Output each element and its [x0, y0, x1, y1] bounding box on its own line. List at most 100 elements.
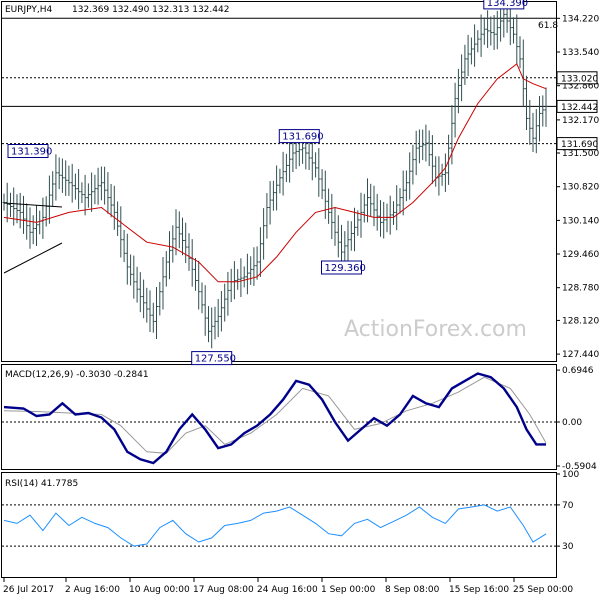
- ohlc-bar: [291, 138, 295, 172]
- ohlc-bar: [541, 95, 545, 127]
- y-tick-label: 132.170: [562, 116, 599, 126]
- ohlc-bar: [5, 182, 9, 223]
- ohlc-bar: [158, 281, 162, 316]
- ohlc-bar: [116, 201, 120, 236]
- ohlc-bar: [512, 17, 515, 44]
- ohlc-bar: [320, 169, 324, 200]
- ohlc-bar: [67, 165, 71, 196]
- ohlc-bar: [80, 182, 84, 203]
- price-annotation: 127.550: [191, 351, 236, 366]
- ohlc-bar: [86, 183, 90, 208]
- x-tick-label: 2 Aug 16:00: [65, 585, 120, 595]
- ohlc-bar: [473, 24, 477, 67]
- x-tick-label: 24 Aug 16:00: [257, 585, 318, 595]
- ohlc-bar: [99, 166, 103, 201]
- ohlc-bar: [138, 272, 142, 313]
- ohlc-bar: [245, 253, 249, 295]
- ohlc-bar: [232, 261, 236, 300]
- ohlc-bar: [411, 144, 415, 185]
- fib-level-label: 61.8: [538, 21, 558, 31]
- x-tick-label: 26 Jul 2017: [3, 585, 54, 595]
- ohlc-bar: [525, 75, 528, 130]
- trend-line-bottom: [3, 242, 63, 274]
- annotation-label: 134.390: [487, 0, 528, 9]
- trend-line-top: [3, 202, 63, 208]
- ohlc-bar: [210, 307, 214, 349]
- ohlc-bar: [479, 14, 483, 57]
- ohlc-bar: [268, 181, 272, 225]
- price-annotation: 134.390: [483, 0, 528, 10]
- ohlc-bar: [242, 266, 246, 288]
- ohlc-bar: [174, 209, 178, 256]
- ohlc-bar: [47, 175, 51, 224]
- ohlc-bar: [284, 153, 288, 182]
- ohlc-bar: [184, 222, 188, 264]
- ohlc-bar: [398, 188, 402, 214]
- price-level-label: 132.442: [561, 103, 598, 113]
- ohlc-bar: [2, 193, 6, 211]
- ohlc-bar: [132, 255, 136, 299]
- ohlc-bar: [90, 172, 94, 212]
- ohlc-bar: [112, 185, 116, 230]
- ohlc-bar: [31, 215, 35, 245]
- ohlc-bar: [440, 163, 444, 186]
- ohlc-bar: [434, 156, 438, 187]
- ohlc-bar: [44, 196, 48, 227]
- ohlc-bar: [288, 140, 292, 183]
- ohlc-bar: [216, 299, 220, 338]
- chart-header-symbol: EURJPY,H4: [5, 5, 53, 15]
- rsi-title: RSI(14) 41.7785: [5, 479, 78, 489]
- ohlc-bar: [466, 34, 470, 77]
- ohlc-bar: [336, 215, 340, 258]
- ohlc-bar: [372, 185, 376, 227]
- macd-line: [3, 372, 546, 465]
- x-tick-label: 17 Aug 08:00: [193, 585, 254, 595]
- macd-panel: [1, 364, 557, 470]
- x-tick-label: 15 Sep 16:00: [449, 585, 509, 595]
- ohlc-bar: [35, 205, 38, 246]
- ohlc-bar: [401, 170, 405, 216]
- ohlc-bar: [239, 258, 243, 298]
- ohlc-bar: [476, 30, 480, 53]
- macd-tick-label: 0.6946: [562, 366, 594, 376]
- ohlc-bar: [469, 37, 473, 65]
- ohlc-bar: [395, 185, 399, 231]
- ohlc-bar: [41, 197, 45, 239]
- ohlc-bar: [330, 193, 334, 240]
- y-tick-label: 129.460: [562, 250, 599, 260]
- ohlc-bar: [265, 193, 269, 239]
- ohlc-bar: [125, 233, 129, 285]
- ohlc-bar: [382, 201, 386, 239]
- ohlc-bar: [9, 192, 12, 217]
- ohlc-bar: [83, 174, 87, 216]
- ohlc-bar: [430, 135, 434, 184]
- ohlc-bar: [375, 193, 379, 231]
- rsi-tick-label: 30: [562, 542, 574, 552]
- ohlc-bar: [109, 184, 113, 218]
- ohlc-bar: [106, 172, 110, 214]
- annotation-label: 131.690: [282, 132, 323, 143]
- y-tick-label: 128.120: [562, 316, 599, 326]
- ohlc-bar: [73, 173, 77, 200]
- macd-title: MACD(12,26,9) -0.3030 -0.2841: [5, 370, 149, 380]
- ohlc-bar: [453, 82, 457, 138]
- ohlc-bar: [252, 247, 256, 286]
- x-tick-label: 8 Sep 08:00: [385, 585, 440, 595]
- ohlc-bar: [18, 192, 22, 229]
- ohlc-bar: [343, 231, 347, 266]
- y-tick-label: 131.500: [562, 149, 599, 159]
- ohlc-bar: [463, 44, 467, 85]
- ohlc-bar: [531, 112, 535, 152]
- ohlc-bar: [317, 148, 321, 197]
- macd-signal-line: [3, 376, 547, 454]
- ohlc-bar: [327, 188, 331, 224]
- ohlc-bar: [155, 287, 158, 339]
- ohlc-bar: [161, 257, 165, 310]
- ohlc-bar: [353, 207, 356, 252]
- ohlc-bar: [421, 129, 425, 161]
- ohlc-bar: [544, 87, 548, 127]
- ohlc-bar: [164, 251, 168, 287]
- annotation-label: 127.550: [195, 354, 236, 365]
- ohlc-bar: [249, 256, 253, 285]
